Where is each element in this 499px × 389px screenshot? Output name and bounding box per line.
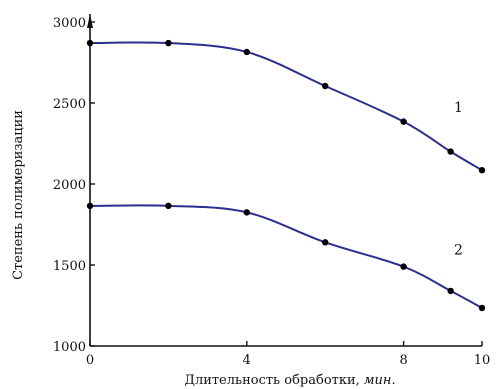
x-axis-title-text: Длительность обработки, (184, 373, 359, 388)
data-point (86, 202, 94, 210)
y-tick-label: 1000 (53, 340, 86, 355)
y-tick-label: 3000 (53, 16, 86, 31)
x-tick-label: 8 (399, 353, 407, 368)
data-point (400, 118, 407, 125)
data-point (447, 287, 454, 295)
data-point (400, 263, 407, 270)
y-tick-label: 1500 (53, 259, 86, 274)
data-point (322, 82, 329, 90)
data-point (165, 202, 172, 210)
y-tick-label: 2500 (53, 97, 86, 112)
data-point (478, 167, 486, 174)
series-2: 2 (86, 202, 486, 312)
x-axis-title: Длительность обработки, мин. (184, 373, 395, 388)
x-tick-label: 0 (86, 353, 94, 368)
data-point (478, 304, 486, 312)
y-axis-title: Степень полимеризации (11, 110, 26, 280)
series-line (89, 41, 483, 172)
x-axis-title-unit: мин. (364, 373, 396, 388)
data-point (447, 148, 454, 155)
x-tick-label: 10 (474, 353, 491, 368)
series-layer: 12 (86, 39, 486, 312)
x-tick-label: 4 (243, 353, 251, 368)
data-point (322, 239, 329, 246)
axes (87, 14, 482, 347)
series-label: 2 (454, 243, 463, 259)
data-point (165, 39, 172, 47)
data-point (243, 209, 250, 216)
data-point (243, 48, 250, 56)
y-tick-label: 2000 (53, 178, 86, 193)
y-ticks: 1000 1500 2000 2500 3000 (53, 16, 95, 355)
series-line (89, 204, 483, 309)
series-label: 1 (454, 100, 463, 116)
series-1: 1 (86, 39, 486, 174)
data-point (86, 39, 94, 47)
x-ticks: 0 4 8 10 (86, 341, 490, 368)
y-axis-arrow (87, 14, 93, 28)
